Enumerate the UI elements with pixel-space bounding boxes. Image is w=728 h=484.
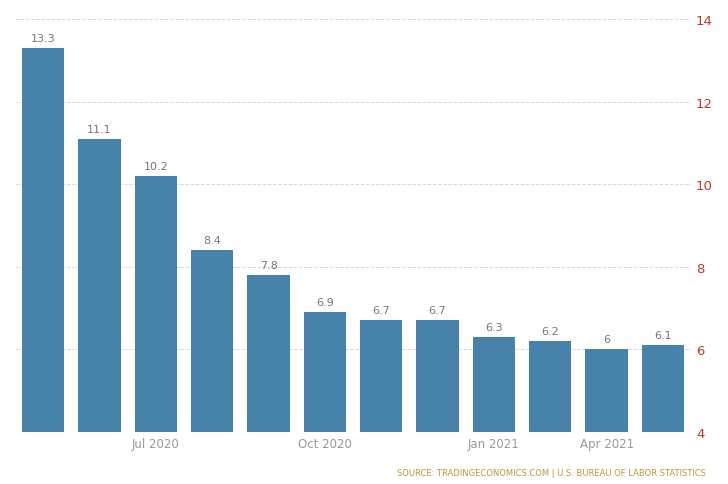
Bar: [22, 49, 64, 432]
Bar: [191, 251, 234, 432]
Bar: [529, 341, 571, 432]
Text: 6.3: 6.3: [485, 322, 503, 332]
Text: 8.4: 8.4: [203, 236, 221, 246]
Text: 13.3: 13.3: [31, 34, 55, 44]
Text: 11.1: 11.1: [87, 124, 112, 135]
Text: 6.7: 6.7: [429, 306, 446, 316]
Text: 7.8: 7.8: [260, 260, 277, 271]
Bar: [585, 349, 628, 432]
Text: 10.2: 10.2: [143, 162, 168, 171]
Text: 6.2: 6.2: [542, 326, 559, 336]
Text: 6.7: 6.7: [372, 306, 390, 316]
Text: 6.9: 6.9: [316, 298, 333, 307]
Text: 6.1: 6.1: [654, 331, 672, 340]
Bar: [416, 320, 459, 432]
Text: 6: 6: [603, 334, 610, 345]
Bar: [472, 337, 515, 432]
Bar: [360, 320, 403, 432]
Bar: [642, 346, 684, 432]
Bar: [135, 177, 177, 432]
Bar: [304, 312, 346, 432]
Text: SOURCE: TRADINGECONOMICS.COM | U.S. BUREAU OF LABOR STATISTICS: SOURCE: TRADINGECONOMICS.COM | U.S. BURE…: [397, 468, 706, 477]
Bar: [248, 275, 290, 432]
Bar: [79, 139, 121, 432]
